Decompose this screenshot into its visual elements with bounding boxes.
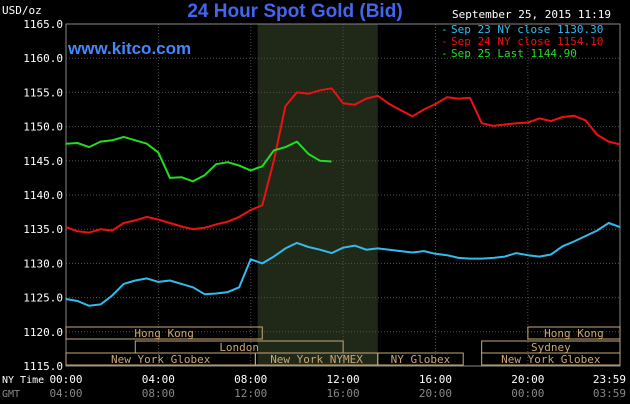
y-tick-label: 1120.0 <box>23 326 63 339</box>
x-tick-ny: 20:00 <box>511 373 544 386</box>
market-label: Hong Kong <box>544 327 604 340</box>
market-label: Hong Kong <box>134 327 194 340</box>
x-tick-ny: 08:00 <box>234 373 267 386</box>
x-tick-gmt: 16:00 <box>327 387 360 400</box>
y-tick-label: 1125.0 <box>23 292 63 305</box>
x-axis-ny-label: NY Time <box>2 375 44 386</box>
x-tick-gmt: 12:00 <box>234 387 267 400</box>
legend-item: Sep 25 Last 1144.90 <box>451 47 577 60</box>
series-line-2 <box>65 135 332 183</box>
session-shade <box>257 24 378 366</box>
y-tick-label: 1140.0 <box>23 189 63 202</box>
market-bar <box>377 352 464 366</box>
y-tick-label: 1115.0 <box>23 360 63 373</box>
x-tick-ny: 00:00 <box>49 373 82 386</box>
legend-item: Sep 23 NY close 1130.30 <box>451 23 603 36</box>
market-label: London <box>219 341 259 354</box>
website-label: www.kitco.com <box>67 39 191 58</box>
x-tick-ny: 12:00 <box>327 373 360 386</box>
x-tick-gmt: 00:00 <box>511 387 544 400</box>
series-line-1 <box>65 87 621 234</box>
chart-title: 24 Hour Spot Gold (Bid) <box>187 1 402 22</box>
x-axis-gmt-label: GMT <box>2 389 20 400</box>
legend-marker: - <box>441 23 448 36</box>
y-tick-label: 1145.0 <box>23 155 63 168</box>
legend-marker: - <box>441 47 448 60</box>
x-tick-ny: 23:59 <box>593 373 626 386</box>
y-tick-label: 1160.0 <box>23 52 63 65</box>
market-label: New York Globex <box>111 353 211 366</box>
x-tick-ny: 16:00 <box>419 373 452 386</box>
x-tick-gmt: 20:00 <box>419 387 452 400</box>
legend-item: Sep 24 NY close 1154.10 <box>451 35 603 48</box>
y-tick-label: 1155.0 <box>23 86 63 99</box>
market-label: NY Globex <box>391 353 451 366</box>
x-tick-gmt: 08:00 <box>142 387 175 400</box>
x-tick-ny: 04:00 <box>142 373 175 386</box>
y-tick-label: 1130.0 <box>23 257 63 270</box>
y-tick-label: 1165.0 <box>23 18 63 31</box>
market-bar <box>65 326 263 340</box>
y-axis-label: USD/oz <box>2 4 42 17</box>
market-bar <box>527 326 621 340</box>
y-tick-label: 1150.0 <box>23 121 63 134</box>
market-label: New York NYMEX <box>270 353 363 366</box>
x-tick-gmt: 04:00 <box>49 387 82 400</box>
legend-marker: - <box>441 35 448 48</box>
series-line-0 <box>65 222 621 307</box>
y-tick-label: 1135.0 <box>23 223 63 236</box>
x-tick-gmt: 03:59 <box>593 387 626 400</box>
market-bar <box>481 352 621 366</box>
timestamp: September 25, 2015 11:19 <box>452 8 611 21</box>
market-label: Sydney <box>531 341 571 354</box>
plot-frame <box>65 23 621 367</box>
market-label: New York Globex <box>501 353 601 366</box>
